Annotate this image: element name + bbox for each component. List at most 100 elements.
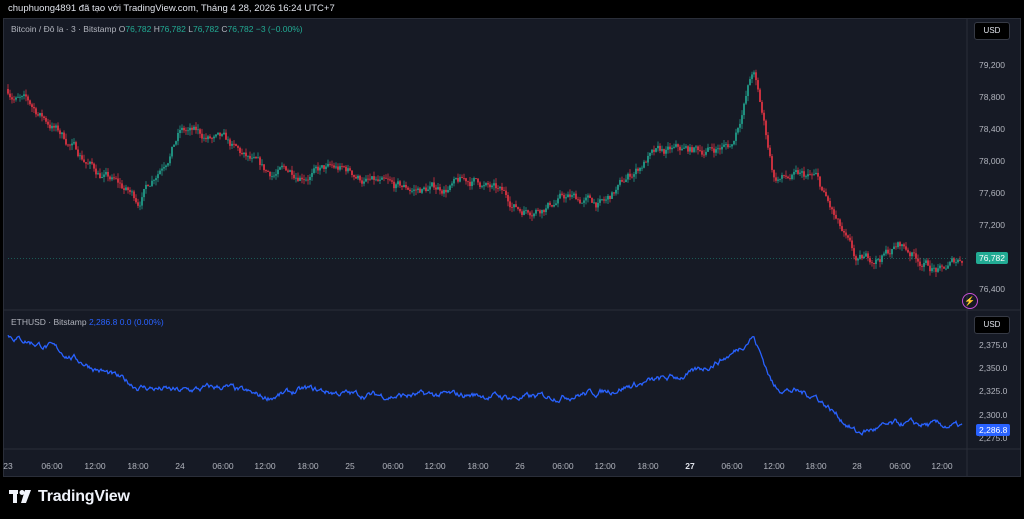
candle-body xyxy=(115,178,117,180)
candle-body xyxy=(397,181,399,185)
candle-body xyxy=(755,72,757,81)
chart-canvas[interactable] xyxy=(4,19,1020,476)
candle-body xyxy=(559,193,561,199)
candle-body xyxy=(829,200,831,208)
tradingview-logo[interactable]: TradingView xyxy=(9,488,130,506)
candle-body xyxy=(627,173,629,180)
time-tick-label: 06:00 xyxy=(889,461,911,471)
candle-body xyxy=(289,170,291,172)
candle-body xyxy=(801,171,803,173)
candle-body xyxy=(137,202,139,206)
currency-button-top[interactable]: USD xyxy=(974,22,1010,40)
candle-body xyxy=(815,172,817,175)
candle-body xyxy=(135,198,137,203)
candle-body xyxy=(337,166,339,170)
candle-body xyxy=(113,177,115,179)
candle-body xyxy=(395,184,397,189)
candle-body xyxy=(403,185,405,188)
candle-body xyxy=(657,145,659,149)
candle-body xyxy=(625,179,627,183)
candle-body xyxy=(445,189,447,193)
candle-body xyxy=(441,190,443,194)
time-tick-label: 24 xyxy=(175,461,185,471)
candle-body xyxy=(263,164,265,171)
candle-body xyxy=(493,183,495,186)
candle-body xyxy=(903,244,905,247)
candle-body xyxy=(167,163,169,166)
candle-body xyxy=(237,146,239,148)
candle-body xyxy=(477,178,479,183)
candle-body xyxy=(307,179,309,181)
time-tick-label: 18:00 xyxy=(805,461,827,471)
time-tick-label: 12:00 xyxy=(763,461,785,471)
currency-button-bottom[interactable]: USD xyxy=(974,316,1010,334)
candle-body xyxy=(455,178,457,179)
candle-body xyxy=(69,144,71,146)
candle-body xyxy=(75,142,77,150)
candle-body xyxy=(961,260,963,263)
candle-body xyxy=(103,174,105,177)
candle-body xyxy=(655,148,657,152)
candle-body xyxy=(611,192,613,199)
candle-body xyxy=(617,184,619,190)
candle-body xyxy=(693,147,695,152)
candle-body xyxy=(385,177,387,179)
candle-body xyxy=(795,170,797,172)
candle-body xyxy=(721,146,723,150)
candle-body xyxy=(519,209,521,212)
candle-body xyxy=(411,190,413,192)
candle-body xyxy=(251,157,253,159)
time-tick-label: 28 xyxy=(852,461,862,471)
candle-body xyxy=(869,258,871,263)
candle-body xyxy=(845,232,847,236)
candle-body xyxy=(489,184,491,188)
candle-body xyxy=(941,265,943,267)
candle-body xyxy=(915,253,917,259)
candle-body xyxy=(855,256,857,261)
candle-body xyxy=(847,235,849,238)
candle-body xyxy=(675,144,677,147)
candle-body xyxy=(839,219,841,227)
eth-price-line xyxy=(7,334,963,436)
candle-body xyxy=(203,137,205,139)
candle-body xyxy=(863,256,865,259)
candle-body xyxy=(413,189,415,191)
candle-body xyxy=(339,166,341,170)
candle-body xyxy=(551,205,553,207)
candle-body xyxy=(209,136,211,139)
candle-body xyxy=(195,126,197,131)
candle-body xyxy=(503,190,505,191)
candle-body xyxy=(459,177,461,182)
candle-body xyxy=(939,265,941,269)
candle-body xyxy=(711,147,713,149)
candle-body xyxy=(301,177,303,180)
candle-body xyxy=(357,175,359,179)
candle-body xyxy=(353,175,355,177)
candle-body xyxy=(665,149,667,154)
candle-body xyxy=(535,209,537,214)
candle-body xyxy=(111,177,113,180)
candle-body xyxy=(487,183,489,185)
candle-body xyxy=(221,134,223,136)
eth-symbol: ETHUSD · Bitstamp xyxy=(11,317,87,327)
candle-body xyxy=(383,177,385,179)
candle-body xyxy=(253,156,255,158)
eth-price-tick-label: 2,275.0 xyxy=(979,432,1008,443)
candle-body xyxy=(935,267,937,272)
lightning-icon[interactable]: ⚡ xyxy=(962,293,978,309)
candle-body xyxy=(595,202,597,208)
candle-body xyxy=(529,212,531,216)
candle-body xyxy=(363,181,365,184)
candle-body xyxy=(841,226,843,232)
candle-body xyxy=(467,181,469,183)
candle-body xyxy=(199,129,201,134)
candle-body xyxy=(381,177,383,180)
candle-body xyxy=(433,182,435,188)
candle-body xyxy=(525,210,527,211)
btc-price-tick-label: 77,200 xyxy=(979,220,1005,230)
chart-container[interactable]: Bitcoin / Đô la · 3 · Bitstamp O76,782 H… xyxy=(3,18,1021,477)
candle-body xyxy=(585,197,587,201)
time-tick-label: 26 xyxy=(515,461,525,471)
candle-body xyxy=(621,180,623,182)
candle-body xyxy=(615,189,617,194)
